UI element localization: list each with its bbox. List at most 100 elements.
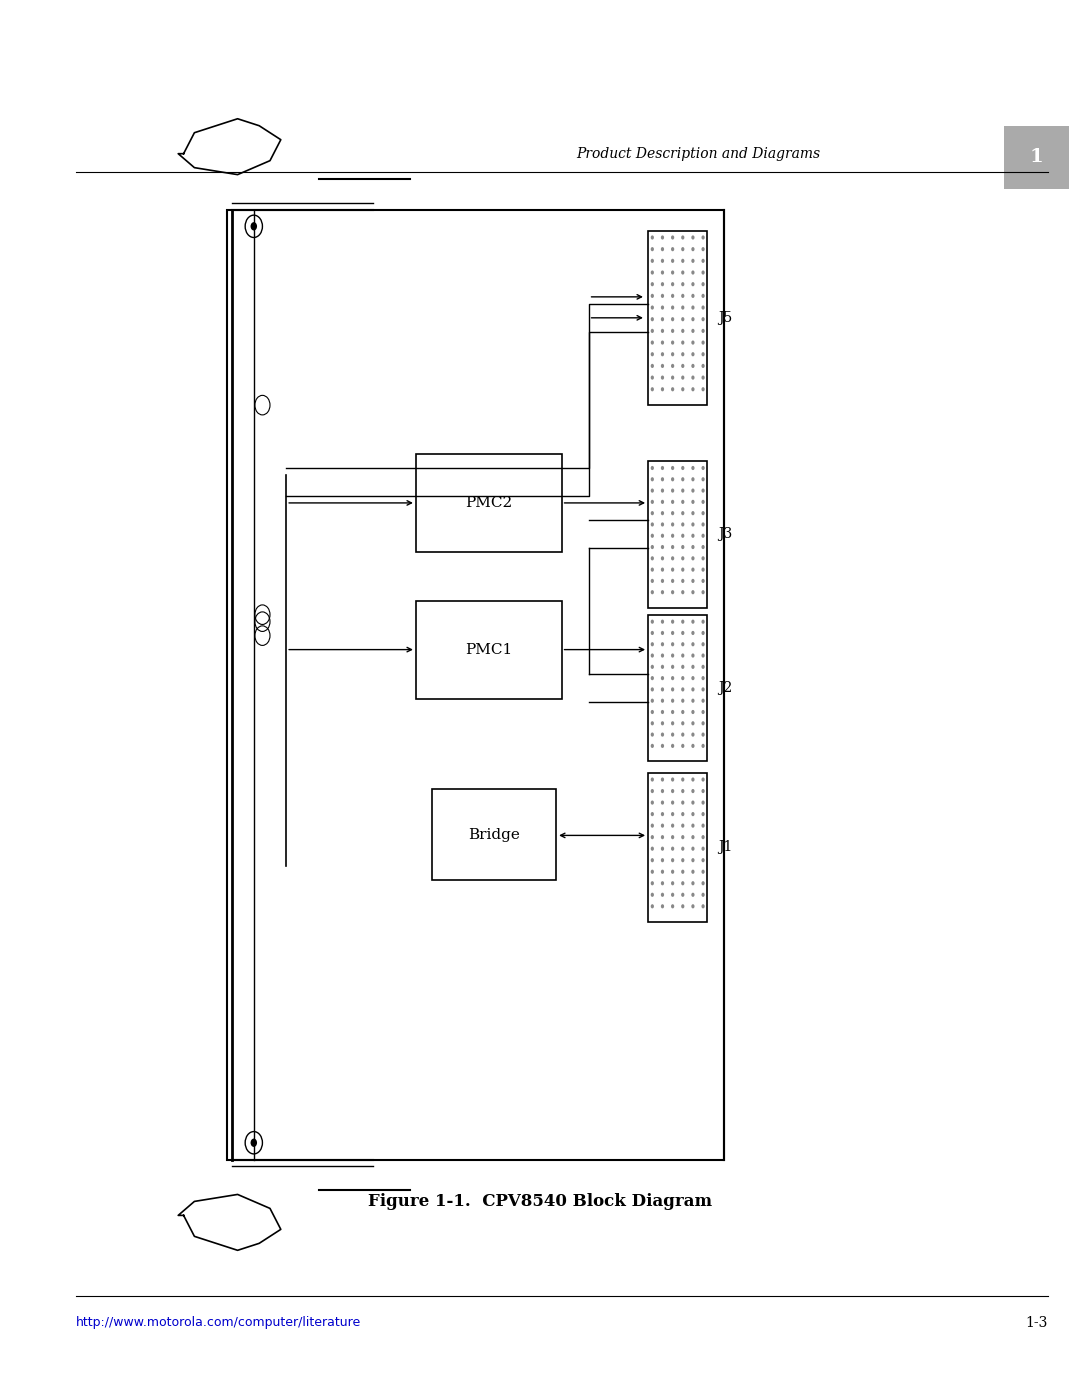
Bar [648,773,707,922]
Circle shape [661,643,664,647]
Circle shape [661,236,664,240]
Circle shape [681,556,685,560]
Circle shape [702,341,705,345]
Circle shape [251,222,257,231]
Circle shape [671,732,674,736]
Circle shape [691,904,694,908]
Circle shape [650,812,653,816]
Circle shape [661,387,664,391]
Circle shape [661,687,664,692]
Circle shape [681,306,685,310]
Circle shape [691,271,694,275]
Circle shape [702,789,705,793]
Circle shape [650,545,653,549]
Circle shape [681,823,685,827]
Circle shape [702,665,705,669]
Circle shape [671,654,674,658]
Circle shape [661,698,664,703]
Circle shape [681,478,685,482]
Circle shape [661,654,664,658]
Circle shape [650,282,653,286]
Text: 1-3: 1-3 [1025,1316,1048,1330]
Circle shape [671,904,674,908]
Circle shape [702,847,705,851]
Circle shape [661,721,664,725]
Circle shape [702,352,705,356]
Circle shape [650,522,653,527]
Circle shape [691,698,694,703]
Circle shape [702,620,705,623]
Circle shape [691,710,694,714]
Circle shape [702,522,705,527]
Circle shape [702,732,705,736]
Circle shape [681,643,685,647]
Circle shape [661,676,664,680]
Circle shape [691,578,694,583]
Circle shape [702,376,705,380]
Circle shape [681,567,685,571]
Circle shape [681,387,685,391]
Circle shape [702,631,705,636]
Bar [648,615,707,761]
Circle shape [650,328,653,332]
Circle shape [661,835,664,840]
Circle shape [671,835,674,840]
Circle shape [702,467,705,471]
Bar [227,210,724,1160]
Circle shape [671,777,674,782]
Circle shape [650,858,653,862]
Circle shape [681,534,685,538]
Circle shape [681,732,685,736]
Circle shape [650,258,653,263]
Text: Figure 1-1.  CPV8540 Block Diagram: Figure 1-1. CPV8540 Block Diagram [368,1193,712,1210]
Circle shape [661,823,664,827]
Circle shape [691,545,694,549]
Circle shape [702,812,705,816]
Circle shape [671,522,674,527]
Circle shape [681,282,685,286]
Circle shape [671,847,674,851]
Circle shape [702,654,705,658]
Circle shape [671,352,674,356]
Circle shape [691,341,694,345]
Circle shape [691,631,694,636]
Circle shape [671,317,674,321]
Circle shape [661,467,664,471]
Circle shape [671,500,674,504]
Circle shape [661,258,664,263]
Circle shape [681,258,685,263]
Circle shape [702,293,705,298]
Circle shape [671,665,674,669]
Circle shape [650,643,653,647]
Circle shape [650,511,653,515]
Circle shape [691,676,694,680]
Circle shape [251,1139,257,1147]
Circle shape [671,556,674,560]
Circle shape [691,478,694,482]
Circle shape [681,489,685,493]
Circle shape [661,478,664,482]
Circle shape [691,643,694,647]
Circle shape [702,489,705,493]
Circle shape [671,467,674,471]
Circle shape [691,732,694,736]
Circle shape [691,328,694,332]
Circle shape [702,800,705,805]
Circle shape [691,800,694,805]
Circle shape [702,858,705,862]
Circle shape [702,534,705,538]
Circle shape [681,882,685,886]
Circle shape [681,328,685,332]
Circle shape [661,858,664,862]
Circle shape [681,743,685,747]
Circle shape [650,620,653,623]
Circle shape [691,743,694,747]
Circle shape [661,489,664,493]
Circle shape [702,904,705,908]
Circle shape [661,500,664,504]
Circle shape [702,556,705,560]
Circle shape [671,478,674,482]
Circle shape [702,567,705,571]
Circle shape [661,317,664,321]
Circle shape [661,789,664,793]
